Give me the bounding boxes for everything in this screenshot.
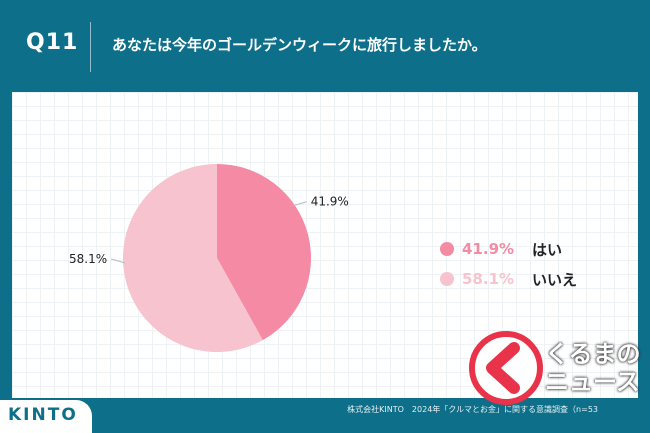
kinto-logo-bg [0,400,92,433]
legend-dot-yes [440,242,454,256]
legend-item-yes: 41.9% はい [440,236,577,262]
legend-label-yes: はい [532,240,563,259]
kuruma-watermark-text: くるまの ニュース [545,340,641,396]
kinto-logo: KINTO [8,405,78,425]
legend-label-no: いいえ [532,270,578,289]
kuruma-logo-icon [469,331,543,405]
legend: 41.9% はい 58.1% いいえ [440,236,577,296]
legend-percent-no: 58.1% [462,270,515,288]
header-divider [90,22,91,72]
data-label-no: 58.1% [69,252,107,266]
pie-chart: 41.9% 58.1% [69,164,349,352]
watermark-line1: くるまの [545,340,641,368]
source-note: 株式会社KINTO 2024年「クルマとお金」に関する意識調査（n=53 [347,405,598,414]
leader-line-yes [292,201,307,207]
question-number: Q11 [26,30,79,55]
question-text: あなたは今年のゴールデンウィークに旅行しましたか。 [112,36,487,54]
leader-line-no [110,258,126,264]
chart-card: 41.9% 58.1% [12,92,638,398]
header: Q11 あなたは今年のゴールデンウィークに旅行しましたか。 [0,0,650,92]
watermark-line2: ニュース [545,368,640,396]
pie-slice-no [122,164,263,352]
data-label-yes: 41.9% [311,195,349,209]
legend-dot-no [440,272,454,286]
legend-percent-yes: 41.9% [462,240,515,258]
legend-item-no: 58.1% いいえ [440,266,577,292]
pie-slice-yes [217,164,311,341]
